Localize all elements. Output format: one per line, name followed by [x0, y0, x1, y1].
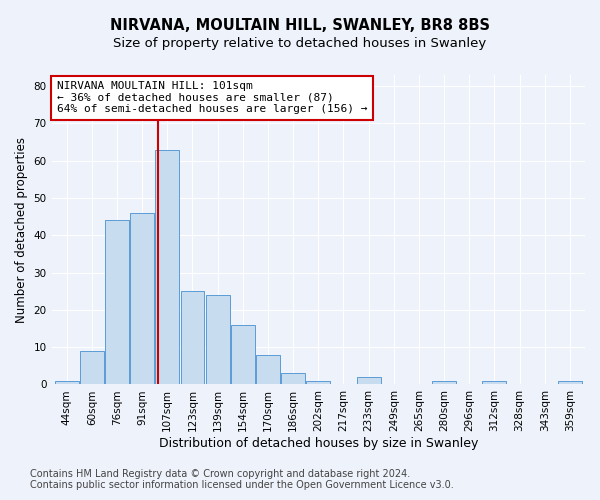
Bar: [130, 213, 154, 384]
Bar: [256, 354, 280, 384]
Bar: [307, 380, 330, 384]
Bar: [231, 325, 255, 384]
Text: Contains public sector information licensed under the Open Government Licence v3: Contains public sector information licen…: [30, 480, 454, 490]
Bar: [105, 220, 129, 384]
Bar: [482, 380, 506, 384]
Bar: [432, 380, 456, 384]
Text: NIRVANA MOULTAIN HILL: 101sqm
← 36% of detached houses are smaller (87)
64% of s: NIRVANA MOULTAIN HILL: 101sqm ← 36% of d…: [57, 81, 367, 114]
Bar: [206, 295, 230, 384]
Text: Size of property relative to detached houses in Swanley: Size of property relative to detached ho…: [113, 38, 487, 51]
Bar: [281, 374, 305, 384]
Text: Contains HM Land Registry data © Crown copyright and database right 2024.: Contains HM Land Registry data © Crown c…: [30, 469, 410, 479]
Bar: [55, 380, 79, 384]
Bar: [356, 377, 380, 384]
Bar: [181, 291, 205, 384]
X-axis label: Distribution of detached houses by size in Swanley: Distribution of detached houses by size …: [158, 437, 478, 450]
Text: NIRVANA, MOULTAIN HILL, SWANLEY, BR8 8BS: NIRVANA, MOULTAIN HILL, SWANLEY, BR8 8BS: [110, 18, 490, 32]
Bar: [155, 150, 179, 384]
Bar: [558, 380, 582, 384]
Y-axis label: Number of detached properties: Number of detached properties: [15, 136, 28, 322]
Bar: [80, 351, 104, 384]
